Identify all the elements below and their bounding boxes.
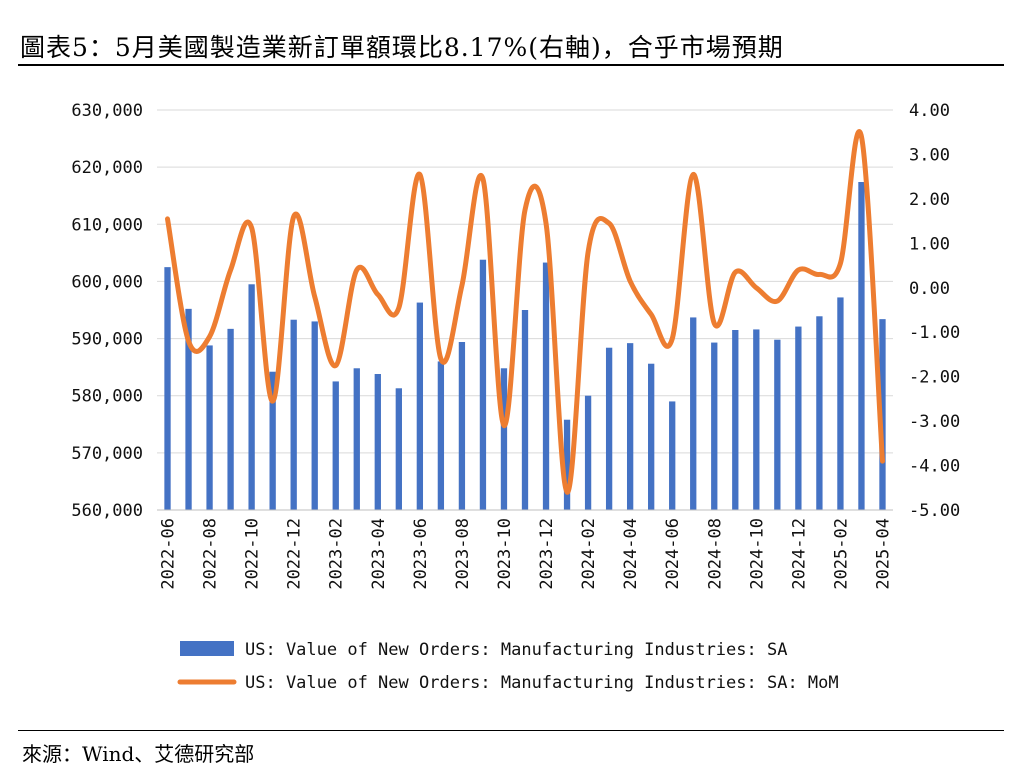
bar (458, 342, 466, 510)
right-tick-label: -2.00 (909, 368, 960, 388)
right-tick-label: -5.00 (909, 501, 960, 521)
bar (353, 368, 360, 510)
left-tick-label: 580,000 (71, 387, 143, 407)
bar (332, 381, 339, 510)
x-tick-label: 2023-02 (327, 518, 347, 590)
x-tick-label: 2022-12 (285, 518, 305, 590)
x-tick-label: 2022-08 (201, 518, 221, 590)
source-note: 來源：Wind、艾德研究部 (22, 742, 255, 766)
bar (563, 419, 571, 510)
x-tick-label: 2024-02 (579, 518, 599, 590)
right-tick-label: 2.00 (909, 190, 950, 210)
x-tick-label: 2023-10 (495, 518, 515, 590)
line-series (165, 129, 885, 495)
bar (732, 330, 739, 510)
title-divider (18, 64, 1004, 66)
x-tick-label: 2025-02 (831, 518, 851, 590)
x-axis: 2022-06 2022-08 2022-10 2022-12 2023-02 2023-… (157, 509, 893, 590)
bar (669, 401, 676, 510)
mom-line (165, 129, 885, 495)
chart-title: 圖表5：5月美國製造業新訂單額環比8.17%(右軸)，合乎市場預期 (20, 33, 784, 62)
right-tick-label: 0.00 (909, 279, 950, 299)
x-tick-label: 2022-06 (159, 518, 179, 590)
bar (626, 343, 634, 510)
right-tick-label: -1.00 (909, 323, 960, 343)
bar (437, 361, 445, 510)
bar (164, 267, 171, 510)
bar (185, 308, 192, 510)
legend-bar-swatch (180, 641, 234, 656)
chart: 560,000 570,000 580,000 590,000 600,000 610,0… (71, 101, 960, 693)
bar (858, 182, 865, 510)
bar (374, 374, 381, 510)
right-tick-label: 3.00 (909, 145, 950, 165)
bar (248, 284, 255, 510)
x-tick-label: 2023-12 (537, 518, 557, 590)
bar (690, 317, 697, 510)
left-tick-label: 590,000 (71, 330, 143, 350)
bar (206, 345, 213, 510)
bar-series (164, 182, 886, 510)
bar (648, 363, 655, 510)
left-tick-label: 600,000 (71, 272, 143, 292)
left-tick-label: 630,000 (71, 101, 143, 121)
x-tick-label: 2023-06 (411, 518, 431, 590)
right-tick-label: 1.00 (909, 234, 950, 254)
right-tick-label: -4.00 (909, 457, 960, 477)
right-tick-label: 4.00 (909, 101, 950, 121)
x-tick-label: 2025-04 (873, 518, 893, 590)
bar (816, 316, 823, 510)
legend: US: Value of New Orders: Manufacturing I… (177, 640, 839, 693)
bar (479, 259, 487, 510)
x-tick-label: 2024-06 (663, 518, 683, 590)
left-axis-ticks: 560,000 570,000 580,000 590,000 600,000 610,0… (71, 101, 143, 521)
bar (711, 342, 718, 510)
bar (795, 326, 802, 510)
x-tick-label: 2024-12 (789, 518, 809, 590)
x-tick-label: 2024-08 (705, 518, 725, 590)
left-tick-label: 560,000 (71, 501, 143, 521)
legend-line-label: US: Value of New Orders: Manufacturing I… (245, 673, 839, 693)
bar (753, 329, 760, 510)
bar (311, 321, 318, 510)
bar (521, 310, 529, 510)
bar (774, 339, 781, 510)
bar (605, 347, 613, 510)
bar (290, 319, 297, 510)
legend-bar-label: US: Value of New Orders: Manufacturing I… (245, 640, 787, 660)
bar (416, 302, 424, 510)
x-tick-label: 2022-10 (243, 518, 263, 590)
bar (584, 395, 592, 510)
x-tick-label: 2023-08 (453, 518, 473, 590)
left-tick-label: 610,000 (71, 215, 143, 235)
x-tick-label: 2024-04 (621, 518, 641, 590)
left-tick-label: 570,000 (71, 444, 143, 464)
bar (837, 297, 844, 510)
bar (500, 368, 508, 510)
right-tick-label: -3.00 (909, 412, 960, 432)
source-divider (18, 730, 1004, 731)
left-tick-label: 620,000 (71, 158, 143, 178)
x-tick-label: 2023-04 (369, 518, 389, 590)
bar (395, 388, 402, 510)
x-tick-label: 2024-10 (747, 518, 767, 590)
bar (542, 262, 550, 510)
bar (269, 371, 276, 510)
bar (227, 328, 234, 510)
bar (879, 319, 886, 510)
right-axis-ticks: -5.00 -4.00 -3.00 -2.00 -1.00 0.00 1.00 2.00 3.0… (909, 101, 960, 521)
